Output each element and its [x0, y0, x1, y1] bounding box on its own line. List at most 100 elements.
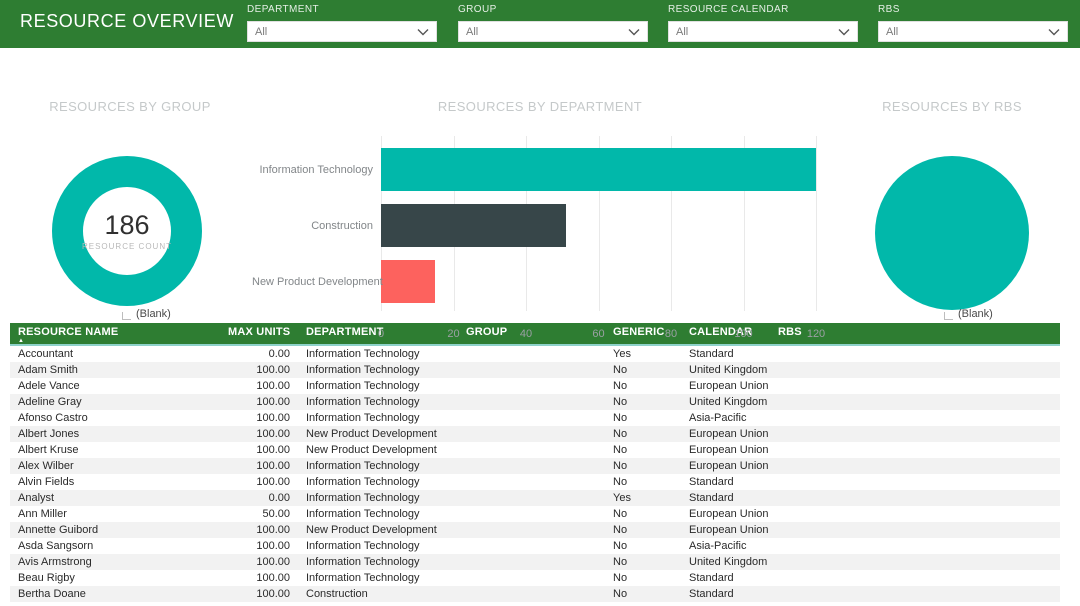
table-row[interactable]: Bertha Doane 100.00 Construction No Standard — [10, 586, 1060, 602]
table-cell: 100.00 — [256, 588, 290, 600]
table-cell: Adele Vance — [18, 380, 80, 392]
table-cell — [770, 346, 1060, 362]
filter-rbs-value: All — [886, 25, 899, 38]
table-cell: New Product Development — [306, 444, 437, 456]
table-cell: 0.00 — [268, 348, 290, 360]
filter-rbs: RBS All — [878, 4, 1068, 42]
table-cell — [458, 474, 605, 490]
donut-chart-resources-by-group[interactable] — [52, 156, 202, 306]
table-cell: Information Technology — [306, 540, 420, 552]
table-cell — [770, 474, 1060, 490]
table-cell: No — [613, 396, 628, 408]
table-cell: European Union — [689, 444, 769, 456]
table-cell: 50.00 — [262, 508, 290, 520]
table-cell: Albert Kruse — [18, 444, 79, 456]
table-cell — [770, 426, 1060, 442]
table-cell: Information Technology — [306, 556, 420, 568]
legend-callout-line — [122, 312, 131, 320]
table-cell: Albert Jones — [18, 428, 80, 440]
sort-ascending-icon: ▲ — [18, 338, 25, 344]
filter-resource-calendar-dropdown[interactable]: All — [668, 21, 858, 42]
table-cell: Ann Miller — [18, 508, 67, 520]
table-cell: 100.00 — [256, 476, 290, 488]
bar-construction[interactable] — [381, 204, 566, 247]
table-row[interactable]: Asda Sangsorn 100.00 Information Technolog… — [10, 538, 1060, 554]
column-header-generic[interactable]: GENERIC — [613, 326, 665, 338]
gridline — [743, 136, 745, 311]
table-row[interactable]: Beau Rigby 100.00 Information Technology No… — [10, 570, 1060, 586]
filter-department: DEPARTMENT All — [247, 4, 437, 42]
table-row[interactable]: Analyst 0.00 Information Technology Yes Stan… — [10, 490, 1060, 506]
table-cell — [770, 586, 1060, 602]
table-cell — [770, 506, 1060, 522]
table-row[interactable]: Alvin Fields 100.00 Information Technology… — [10, 474, 1060, 490]
column-header-department[interactable]: DEPARTMENT — [306, 326, 384, 338]
pie-chart-resources-by-rbs[interactable] — [875, 156, 1029, 310]
table-cell: 0.00 — [268, 492, 290, 504]
table-cell — [458, 426, 605, 442]
table-row[interactable]: Adele Vance 100.00 Information Technology N… — [10, 378, 1060, 394]
table-cell: No — [613, 412, 628, 424]
column-header-group[interactable]: GROUP — [466, 326, 508, 338]
table-cell: Accountant — [18, 348, 74, 360]
table-cell: European Union — [689, 460, 769, 472]
column-header-calendar[interactable]: CALENDAR — [689, 326, 753, 338]
table-row[interactable]: Accountant 0.00 Information Technology Yes S… — [10, 346, 1060, 362]
chevron-down-icon — [1048, 28, 1060, 36]
table-row[interactable]: Annette Guibord 100.00 New Product Develop… — [10, 522, 1060, 538]
resource-table: RESOURCE NAME ▲ MAX UNITS DEPARTMENT GRO… — [10, 323, 1060, 602]
table-cell: Beau Rigby — [18, 572, 75, 584]
table-cell — [458, 554, 605, 570]
filter-group-dropdown[interactable]: All — [458, 21, 648, 42]
table-cell: Adeline Gray — [18, 396, 82, 408]
table-cell: No — [613, 380, 628, 392]
table-cell: New Product Development — [306, 524, 437, 536]
table-cell: United Kingdom — [689, 396, 768, 408]
legend-item-blank-group[interactable]: (Blank) — [122, 308, 171, 320]
table-row[interactable]: Alex Wilber 100.00 Information Technology N… — [10, 458, 1060, 474]
bar-information-technology[interactable] — [381, 148, 816, 191]
table-cell — [458, 490, 605, 506]
table-cell: No — [613, 524, 628, 536]
column-header-resource-name[interactable]: RESOURCE NAME ▲ — [10, 323, 220, 344]
filter-rbs-dropdown[interactable]: All — [878, 21, 1068, 42]
table-cell — [458, 394, 605, 410]
bar-chart-resources-by-department: Information Technology Construction New Pr… — [252, 133, 862, 348]
filter-department-value: All — [255, 25, 268, 38]
legend-label: (Blank) — [958, 308, 993, 320]
filter-department-dropdown[interactable]: All — [247, 21, 437, 42]
page-title: RESOURCE OVERVIEW — [20, 11, 234, 31]
table-cell: European Union — [689, 428, 769, 440]
category-label: Information Technology — [259, 163, 373, 176]
table-cell — [458, 378, 605, 394]
legend-item-blank-rbs[interactable]: (Blank) — [944, 308, 993, 320]
x-axis-tick-label: 120 — [806, 328, 826, 340]
bar-new-product-development[interactable] — [381, 260, 436, 303]
column-header-max-units[interactable]: MAX UNITS — [228, 326, 291, 338]
table-row[interactable]: Albert Kruse 100.00 New Product Developmen… — [10, 442, 1060, 458]
table-row[interactable]: Avis Armstrong 100.00 Information Technolo… — [10, 554, 1060, 570]
table-cell: Information Technology — [306, 476, 420, 488]
column-header-rbs[interactable]: RBS — [778, 326, 802, 338]
table-cell: No — [613, 508, 628, 520]
table-cell: Information Technology — [306, 396, 420, 408]
table-row[interactable]: Afonso Castro 100.00 Information Technolog… — [10, 410, 1060, 426]
table-cell — [458, 570, 605, 586]
table-row[interactable]: Adeline Gray 100.00 Information Technology… — [10, 394, 1060, 410]
table-cell: Standard — [689, 348, 734, 360]
table-cell: 100.00 — [256, 572, 290, 584]
table-row[interactable]: Ann Miller 50.00 Information Technology No E… — [10, 506, 1060, 522]
x-axis-tick-label: 0 — [377, 328, 385, 340]
table-cell — [770, 442, 1060, 458]
table-cell: European Union — [689, 380, 769, 392]
table-row[interactable]: Albert Jones 100.00 New Product Developmen… — [10, 426, 1060, 442]
x-axis-tick-label: 100 — [734, 328, 753, 340]
filter-resource-calendar-value: All — [676, 25, 689, 38]
table-cell — [458, 346, 605, 362]
table-cell: Information Technology — [306, 460, 420, 472]
table-row[interactable]: Adam Smith 100.00 Information Technology No… — [10, 362, 1060, 378]
table-cell: 100.00 — [256, 396, 290, 408]
table-cell: Information Technology — [306, 348, 420, 360]
table-cell: Construction — [306, 588, 368, 600]
filter-resource-calendar: RESOURCE CALENDAR All — [668, 4, 858, 42]
